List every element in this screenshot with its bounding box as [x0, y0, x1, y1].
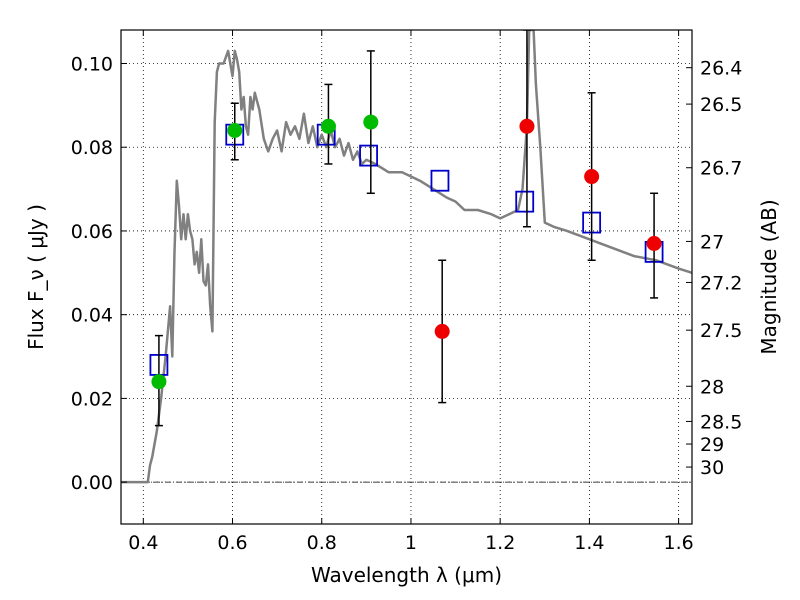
right-tick-label: 28.5: [700, 411, 742, 433]
right-tick-label: 29: [700, 434, 724, 456]
x-tick-label: 1: [405, 532, 417, 554]
x-tick-label: 1.6: [664, 532, 694, 554]
x-tick-label: 1.4: [574, 532, 604, 554]
y-tick-label: 0.00: [71, 472, 113, 494]
observed-flux-point: [519, 118, 535, 134]
x-tick-label: 0.8: [307, 532, 337, 554]
x-tick-label: 0.6: [217, 532, 247, 554]
axis-ticks: 0.4 0.6 0.8 1 1.2 1.4 1.6 0.00 0.02 0.04 0.06 0.08 0…: [71, 30, 742, 554]
observed-flux-point: [584, 169, 600, 185]
right-tick-label: 27.5: [700, 320, 742, 342]
right-tick-label: 26.7: [700, 158, 742, 180]
observed-flux-point: [646, 236, 662, 252]
y-tick-label: 0.04: [71, 305, 113, 327]
x-tick-label: 0.4: [128, 532, 158, 554]
observed-flux-point: [151, 374, 167, 390]
plot-area: [121, 30, 692, 484]
y-axis-label: Flux F_ν ( μJy ): [24, 204, 48, 350]
observed-flux-point: [320, 118, 336, 134]
right-tick-label: 28: [700, 376, 724, 398]
y-tick-label: 0.06: [71, 221, 113, 243]
right-axis-label: Magnitude (AB): [757, 199, 781, 354]
right-tick-label: 27: [700, 231, 724, 253]
plot-frame: [120, 29, 693, 525]
model-band-flux-marker: [430, 169, 450, 192]
observed-flux-point: [434, 323, 450, 339]
right-tick-label: 26.5: [700, 94, 742, 116]
right-tick-label: 27.2: [700, 272, 742, 294]
model-band-flux-marker: [515, 190, 535, 213]
model-band-flux-marker: [359, 144, 378, 167]
x-tick-label: 1.2: [485, 532, 515, 554]
model-spectrum-line: [121, 30, 692, 484]
y-tick-label: 0.02: [71, 388, 113, 410]
observed-flux-point: [227, 122, 243, 138]
observed-flux-point: [363, 114, 379, 130]
y-tick-label: 0.08: [71, 137, 113, 159]
right-tick-label: 26.4: [700, 58, 742, 80]
x-axis-label: Wavelength λ (μm): [311, 563, 502, 587]
right-tick-label: 30: [700, 457, 724, 479]
y-tick-label: 0.10: [71, 53, 113, 75]
